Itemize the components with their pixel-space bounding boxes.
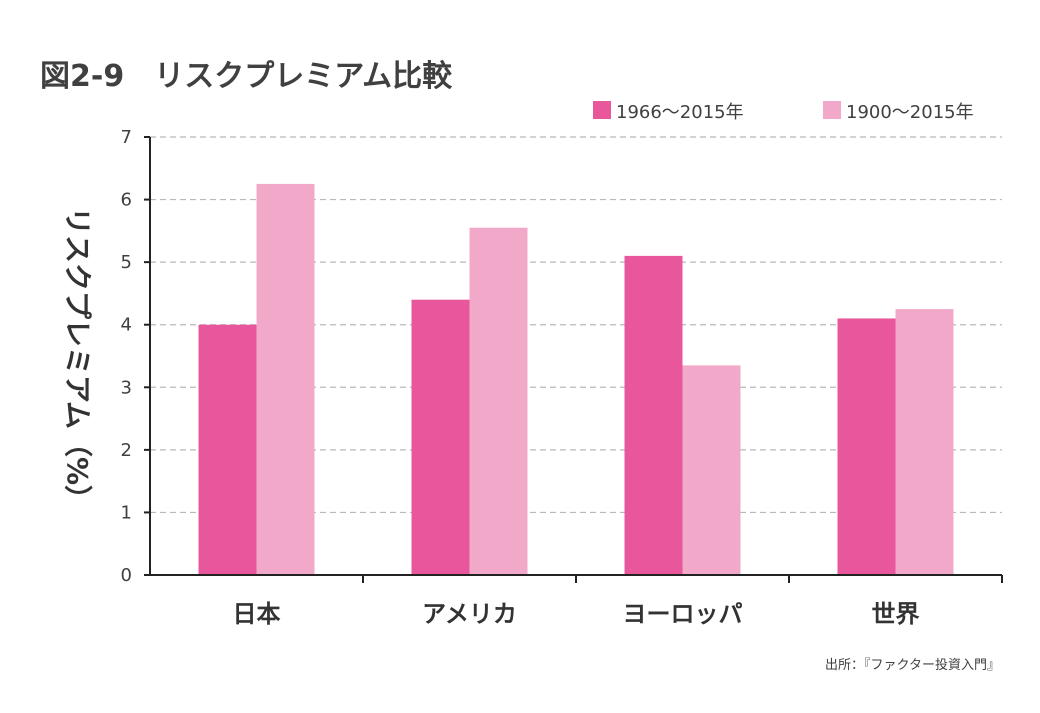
y-tick-labels: 0 1 2 3 4 5 6 7 (121, 127, 132, 586)
bar-2-3 (682, 365, 741, 575)
bar-2-2 (469, 227, 528, 575)
category-label: 日本 (233, 600, 281, 628)
bar-2-4 (895, 309, 954, 575)
category-label: 世界 (872, 600, 920, 628)
y-tick-label: 6 (121, 190, 132, 211)
category-label: アメリカ (422, 600, 517, 628)
y-tick-label: 4 (121, 315, 132, 336)
bar-1-1 (198, 324, 257, 575)
source-note: 出所：『ファクター投資入門』 (825, 657, 1000, 673)
chart-title: 図2-9 リスクプレミアム比較 (40, 59, 453, 94)
y-tick-label: 3 (121, 377, 132, 398)
legend-label-series-2: 1900〜2015年 (846, 102, 974, 123)
category-label: ヨーロッパ (623, 600, 743, 628)
legend-swatch-series-1 (593, 101, 611, 119)
bar-2-1 (256, 183, 315, 575)
y-axis-label: リスクプレミアム（%） (61, 207, 94, 513)
legend-swatch-series-2 (823, 101, 841, 119)
y-tick-label: 5 (121, 252, 132, 273)
bar-1-2 (411, 299, 470, 575)
bar-1-3 (624, 255, 683, 575)
y-tick-label: 2 (121, 440, 132, 461)
y-tick-label: 1 (121, 502, 132, 523)
legend: 1966〜2015年 1900〜2015年 (593, 101, 974, 123)
axes (144, 136, 1003, 583)
legend-label-series-1: 1966〜2015年 (616, 102, 744, 123)
bars (198, 183, 954, 575)
category-labels: 日本 アメリカ ヨーロッパ 世界 (233, 600, 920, 628)
y-tick-label: 7 (121, 127, 132, 148)
y-tick-label: 0 (121, 565, 132, 586)
bar-1-4 (837, 318, 896, 575)
